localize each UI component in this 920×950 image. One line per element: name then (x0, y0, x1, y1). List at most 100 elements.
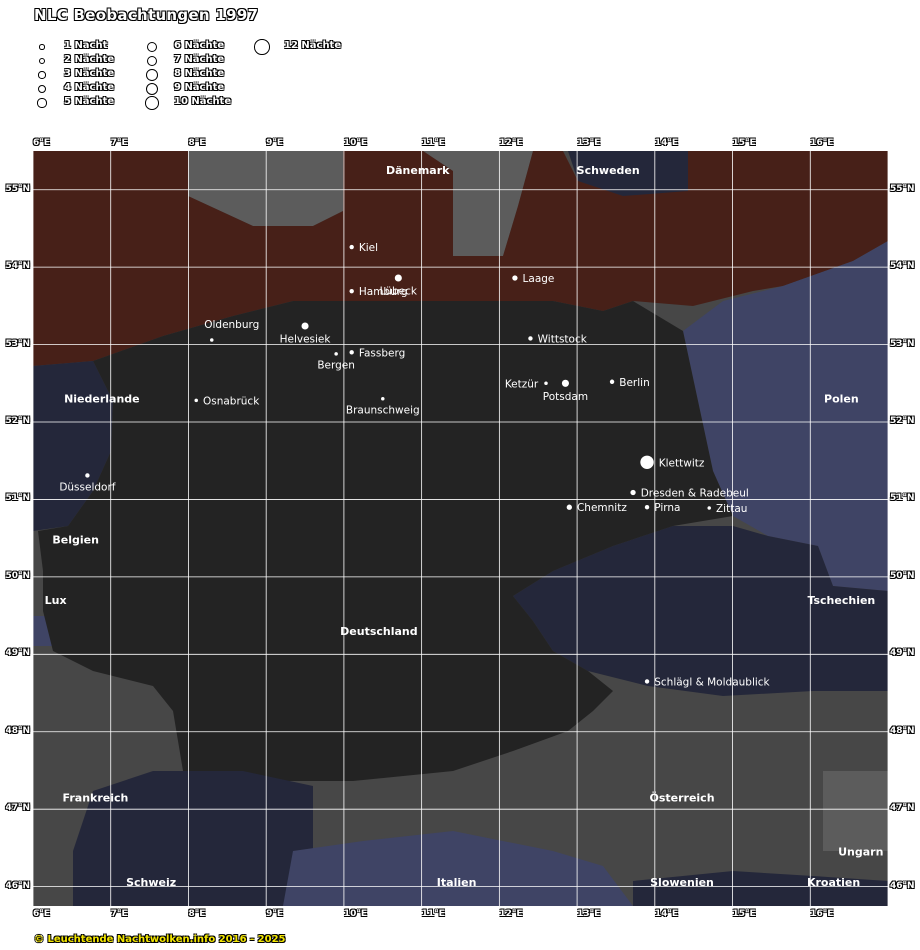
legend-label: 12 Nächte (284, 40, 342, 51)
station-marker[interactable] (644, 679, 650, 684)
station-marker[interactable] (334, 352, 338, 356)
legend-marker (38, 57, 46, 65)
station-marker[interactable] (561, 379, 569, 387)
axis-tick-label: 52°N (890, 416, 915, 427)
station-label: Wittstock (538, 333, 588, 345)
axis-tick-label: 53°N (5, 338, 30, 349)
country-label: Polen (824, 393, 859, 406)
region-niederlande (33, 361, 113, 531)
station-marker[interactable] (349, 288, 354, 294)
axis-tick-label: 14°E (654, 138, 678, 148)
axis-tick-label: 16°E (810, 909, 834, 919)
country-label: Schweden (577, 164, 640, 177)
legend-label: 10 Nächte (174, 96, 232, 107)
station-marker[interactable] (349, 244, 354, 250)
axis-tick-label: 12°E (499, 138, 523, 148)
axis-tick-label: 7°E (110, 909, 128, 919)
legend-label: 1 Nacht (64, 40, 108, 51)
country-label: Deutschland (340, 625, 417, 638)
country-label: Ungarn (838, 846, 883, 859)
country-label: Niederlande (64, 393, 140, 406)
station-marker[interactable] (381, 397, 385, 401)
legend-label: 9 Nächte (174, 82, 225, 93)
region-polen (683, 241, 888, 591)
station-marker[interactable] (512, 275, 518, 281)
axis-tick-label: 51°N (890, 493, 915, 504)
legend-marker (145, 96, 159, 110)
country-label: Kroatien (807, 876, 860, 889)
legend-label: 7 Nächte (174, 54, 225, 65)
legend-marker (147, 42, 157, 52)
station-label: Klettwitz (659, 457, 705, 469)
station-marker[interactable] (528, 336, 533, 341)
legend-marker (37, 98, 47, 108)
station-marker[interactable] (210, 338, 214, 342)
axis-tick-label: 13°E (577, 138, 601, 148)
axis-tick-label: 13°E (577, 909, 601, 919)
station-markers: Kiel Lübeck Laage Hamburg Oldenburg Helvesiek… (59, 242, 770, 688)
station-marker[interactable] (609, 379, 615, 384)
legend-label: 6 Nächte (174, 40, 225, 51)
map-grid (33, 151, 888, 906)
axis-tick-label: 12°E (499, 909, 523, 919)
country-label: Italien (437, 876, 477, 889)
station-label: Helvesiek (280, 334, 332, 346)
station-label: Oldenburg (204, 319, 259, 331)
axis-tick-label: 8°E (188, 909, 206, 919)
axis-tick-label: 49°N (890, 648, 915, 659)
axis-tick-label: 52°N (5, 416, 30, 427)
country-label: Lux (45, 594, 67, 607)
station-marker[interactable] (394, 274, 402, 282)
axis-tick-label: 54°N (5, 261, 30, 272)
region-germany (38, 301, 733, 781)
axis-tick-label: 46°N (5, 880, 30, 891)
station-marker[interactable] (85, 473, 90, 478)
legend-marker (145, 82, 159, 96)
station-marker[interactable] (707, 506, 711, 510)
axis-tick-label: 8°E (188, 138, 206, 148)
station-marker[interactable] (349, 350, 354, 355)
country-label: Schweiz (126, 876, 176, 889)
station-label: Pirna (654, 502, 680, 514)
country-label: Tschechien (807, 594, 875, 607)
station-label: Zittau (716, 503, 747, 515)
axis-tick-label: 50°N (5, 570, 30, 581)
station-label: Braunschweig (346, 405, 420, 417)
axis-tick-label: 7°E (110, 138, 128, 148)
region-schweiz (73, 771, 313, 906)
country-label: Dänemark (386, 164, 450, 177)
axis-tick-label: 9°E (266, 909, 284, 919)
station-marker[interactable] (301, 322, 309, 330)
map-background (33, 151, 888, 906)
legend-label: 5 Nächte (64, 96, 115, 107)
station-label: Kiel (359, 242, 378, 254)
axis-tick-label: 46°N (890, 880, 915, 891)
station-marker[interactable] (544, 381, 548, 386)
station-marker[interactable] (566, 504, 572, 510)
axis-tick-label: 47°N (890, 803, 915, 814)
axis-tick-label: 48°N (5, 725, 30, 736)
station-label: Hamburg (359, 286, 408, 298)
country-label: Österreich (649, 790, 714, 804)
axis-tick-label: 47°N (5, 803, 30, 814)
axis-tick-label: 9°E (266, 138, 284, 148)
station-label: Lübeck (380, 286, 418, 298)
station-marker[interactable] (644, 505, 650, 510)
axis-tick-label: 54°N (890, 261, 915, 272)
station-marker[interactable] (630, 489, 636, 496)
legend-label: 2 Nächte (64, 54, 115, 65)
copyright-notice: © Leuchtende Nachtwolken.info 2016 - 202… (34, 934, 286, 945)
axis-tick-label: 55°N (5, 183, 30, 194)
region-italien (283, 831, 633, 906)
axis-tick-label: 15°E (732, 909, 756, 919)
station-marker[interactable] (194, 398, 198, 403)
country-label: Slowenien (650, 876, 714, 889)
axis-tick-label: 6°E (33, 909, 50, 919)
legend: 1 Nacht 2 Nächte 3 Nächte 4 Nächte 5 Nächte 6… (34, 39, 394, 110)
region-slowenien (633, 871, 888, 906)
axis-tick-label: 6°E (33, 138, 50, 148)
station-marker[interactable] (640, 455, 654, 469)
map-canvas[interactable]: Dänemark Schweden Niederlande Polen Belgien L… (33, 151, 888, 906)
legend-marker (38, 71, 46, 79)
axis-tick-label: 11°E (421, 138, 445, 148)
